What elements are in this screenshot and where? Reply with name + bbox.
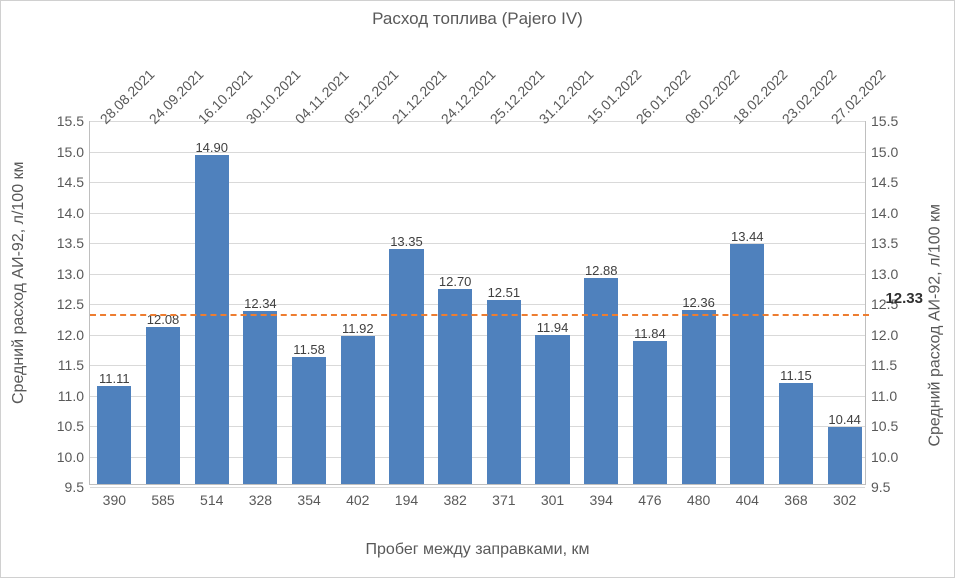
- bar-value-label: 11.58: [293, 342, 325, 357]
- y-tick-left: 11.0: [54, 388, 84, 404]
- bar-value-label: 14.90: [195, 140, 228, 155]
- y-tick-left: 14.5: [54, 174, 84, 190]
- bar-value-label: 13.35: [390, 234, 423, 249]
- bar: [243, 311, 277, 484]
- y-tick-right: 9.5: [871, 479, 901, 495]
- bar-value-label: 12.70: [439, 274, 472, 289]
- x-tick-mileage: 302: [833, 492, 856, 508]
- x-tick-mileage: 514: [200, 492, 223, 508]
- bar-value-label: 12.88: [585, 263, 618, 278]
- bar-value-label: 13.44: [731, 229, 764, 244]
- plot-area: 9.59.510.010.010.510.511.011.011.511.512…: [89, 121, 866, 485]
- bar: [730, 244, 764, 484]
- bar: [682, 310, 716, 484]
- x-tick-mileage: 368: [784, 492, 807, 508]
- bar: [828, 427, 862, 484]
- bar: [146, 327, 180, 484]
- x-tick-mileage: 194: [395, 492, 418, 508]
- bar-value-label: 12.34: [244, 296, 277, 311]
- y-tick-left: 13.0: [54, 266, 84, 282]
- y-tick-left: 15.0: [54, 144, 84, 160]
- y-tick-left: 12.0: [54, 327, 84, 343]
- bar: [487, 300, 521, 484]
- bar: [535, 335, 569, 484]
- y-tick-left: 10.0: [54, 449, 84, 465]
- y-tick-right: 14.5: [871, 174, 901, 190]
- x-tick-mileage: 371: [492, 492, 515, 508]
- bar: [584, 278, 618, 484]
- bar-value-label: 12.51: [488, 285, 521, 300]
- x-tick-mileage: 354: [297, 492, 320, 508]
- bar: [195, 155, 229, 484]
- y-tick-right: 14.0: [871, 205, 901, 221]
- bar-value-label: 11.11: [99, 371, 130, 386]
- bar: [97, 386, 131, 484]
- x-tick-mileage: 585: [151, 492, 174, 508]
- x-tick-mileage: 476: [638, 492, 661, 508]
- y-tick-right: 13.5: [871, 235, 901, 251]
- average-line: [90, 314, 869, 316]
- y-tick-left: 10.5: [54, 418, 84, 434]
- y-tick-left: 9.5: [54, 479, 84, 495]
- x-tick-mileage: 328: [249, 492, 272, 508]
- y-axis-title-right: Средний расход АИ-92, л/100 км: [927, 204, 945, 447]
- y-tick-right: 15.0: [871, 144, 901, 160]
- x-tick-mileage: 404: [736, 492, 759, 508]
- y-tick-right: 11.5: [871, 357, 901, 373]
- x-tick-mileage: 301: [541, 492, 564, 508]
- y-tick-left: 15.5: [54, 113, 84, 129]
- y-axis-title-left: Средний расход АИ-92, л/100 км: [10, 161, 28, 404]
- bar: [389, 249, 423, 484]
- x-tick-mileage: 480: [687, 492, 710, 508]
- bar: [779, 383, 813, 484]
- y-tick-left: 11.5: [54, 357, 84, 373]
- bar: [438, 289, 472, 484]
- x-tick-mileage: 382: [443, 492, 466, 508]
- y-tick-right: 12.0: [871, 327, 901, 343]
- y-tick-left: 14.0: [54, 205, 84, 221]
- y-tick-left: 12.5: [54, 296, 84, 312]
- bar: [341, 336, 375, 484]
- chart-title: Расход топлива (Pajero IV): [1, 9, 954, 29]
- bar: [633, 341, 667, 484]
- bar-value-label: 11.92: [342, 321, 374, 336]
- y-tick-right: 11.0: [871, 388, 901, 404]
- chart-container: Расход топлива (Pajero IV) Средний расхо…: [0, 0, 955, 578]
- bar: [292, 357, 326, 484]
- y-tick-left: 13.5: [54, 235, 84, 251]
- y-tick-right: 13.0: [871, 266, 901, 282]
- x-tick-mileage: 394: [590, 492, 613, 508]
- bar-value-label: 12.36: [682, 295, 715, 310]
- x-tick-mileage: 390: [103, 492, 126, 508]
- bar-value-label: 11.15: [780, 368, 812, 383]
- grid-line: [90, 487, 865, 488]
- x-tick-mileage: 402: [346, 492, 369, 508]
- bar-value-label: 11.94: [537, 320, 569, 335]
- x-axis-title: Пробег между заправками, км: [1, 541, 954, 559]
- y-tick-right: 10.0: [871, 449, 901, 465]
- bar-value-label: 10.44: [828, 412, 861, 427]
- y-tick-right: 15.5: [871, 113, 901, 129]
- y-tick-right: 10.5: [871, 418, 901, 434]
- bar-value-label: 11.84: [634, 326, 666, 341]
- average-label: 12.33: [885, 290, 923, 307]
